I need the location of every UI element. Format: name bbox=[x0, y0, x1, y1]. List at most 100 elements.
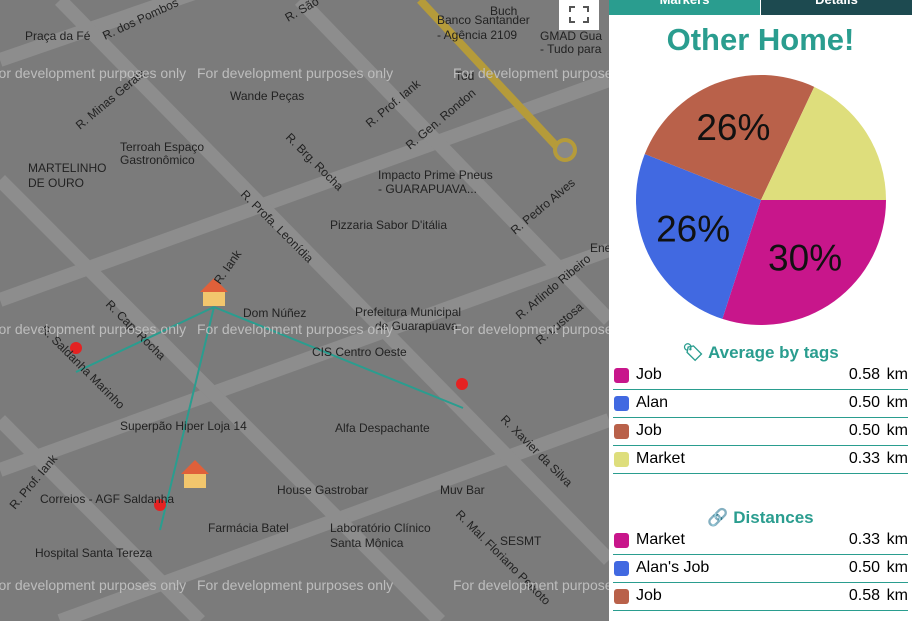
roundabout bbox=[553, 138, 577, 162]
home-icon[interactable] bbox=[181, 460, 209, 488]
marker[interactable] bbox=[456, 378, 468, 390]
section-title-text: Average by tags bbox=[707, 343, 839, 362]
list-row: Market 0.33 km bbox=[613, 527, 908, 555]
pie-slice bbox=[644, 75, 815, 200]
pie-chart: 30% 26% 26% bbox=[636, 75, 886, 325]
color-swatch bbox=[614, 424, 629, 439]
tab[interactable]: Markers bbox=[609, 0, 760, 15]
slice-label: 30% bbox=[768, 237, 842, 278]
map-label: Farmácia Batel bbox=[208, 521, 289, 535]
watermark: For development purposes only bbox=[197, 577, 393, 593]
map-label: Superpão Hiper Loja 14 bbox=[120, 419, 247, 433]
map-label: DE OURO bbox=[28, 176, 84, 190]
map-label: Laboratório Clínico bbox=[330, 521, 431, 535]
route-lines bbox=[75, 306, 464, 531]
section-title-text: Distances bbox=[733, 508, 814, 527]
fullscreen-icon bbox=[569, 6, 589, 23]
slice-label: 26% bbox=[696, 107, 770, 148]
map-label: Ene bbox=[590, 241, 609, 255]
map-label: GMAD Gua bbox=[540, 29, 602, 43]
row-value: 0.33 bbox=[848, 450, 880, 467]
map-label: Santa Mônica bbox=[330, 536, 404, 550]
map-label: - GUARAPUAVA... bbox=[378, 182, 477, 196]
pie-slice bbox=[722, 200, 886, 325]
map-label: - Tudo para bbox=[540, 42, 602, 56]
row-value: 0.33 bbox=[848, 531, 880, 548]
map-label: MARTELINHO bbox=[28, 161, 106, 175]
map-label: Pizzaria Sabor D'itália bbox=[330, 218, 447, 232]
section-title: 🏷 Average by tags bbox=[682, 343, 839, 362]
map-label: House Gastrobar bbox=[277, 483, 368, 497]
map-label: Tod bbox=[455, 69, 474, 83]
map-label: Wande Peças bbox=[230, 89, 304, 103]
map-label: Terroah Espaço bbox=[120, 140, 204, 154]
color-swatch bbox=[614, 452, 629, 467]
map-label: Muv Bar bbox=[440, 483, 485, 497]
row-name: Job bbox=[636, 366, 662, 383]
color-swatch bbox=[614, 533, 629, 548]
marker[interactable] bbox=[154, 499, 166, 511]
slice-label: 26% bbox=[656, 209, 730, 250]
color-swatch bbox=[614, 396, 629, 411]
map-label: de Guarapuava bbox=[375, 319, 458, 333]
row-unit: km bbox=[886, 531, 908, 548]
row-unit: km bbox=[886, 394, 908, 411]
map-label: Hospital Santa Tereza bbox=[35, 546, 153, 560]
row-value: 0.50 bbox=[848, 422, 880, 439]
map-label: SESMT bbox=[500, 534, 542, 548]
row-value: 0.58 bbox=[848, 587, 880, 604]
row-unit: km bbox=[886, 587, 908, 604]
map-label: Prefeitura Municipal bbox=[355, 305, 461, 319]
map: Praça da Fé R. dos Pombos R. São Banco Sant… bbox=[0, 0, 609, 621]
list-row: Market 0.33 km bbox=[613, 446, 908, 474]
row-name: Market bbox=[636, 450, 685, 467]
row-name: Market bbox=[636, 531, 685, 548]
row-value: 0.58 bbox=[848, 366, 880, 383]
row-value: 0.50 bbox=[848, 394, 880, 411]
home-icon[interactable] bbox=[200, 278, 228, 306]
pie-slice bbox=[761, 86, 886, 200]
list-row: Job 0.58 km bbox=[613, 362, 908, 390]
side-panel: Markers Details Other Home! 30% 26% 26% 🏷 … bbox=[609, 0, 912, 621]
list-row: Job 0.50 km bbox=[613, 418, 908, 446]
row-value: 0.50 bbox=[848, 559, 880, 576]
map-label: Dom Núñez bbox=[243, 306, 306, 320]
list-row: Alan's Job 0.50 km bbox=[613, 555, 908, 583]
row-unit: km bbox=[886, 450, 908, 467]
watermark: For development purposes only bbox=[0, 321, 186, 337]
list-row: Alan 0.50 km bbox=[613, 390, 908, 418]
watermark: For development purposes only bbox=[0, 65, 186, 81]
map-label: Impacto Prime Pneus bbox=[378, 168, 493, 182]
tab[interactable]: Details bbox=[761, 0, 912, 15]
color-swatch bbox=[614, 589, 629, 604]
color-swatch bbox=[614, 368, 629, 383]
list-row: Job 0.58 km bbox=[613, 583, 908, 611]
marker[interactable] bbox=[70, 342, 82, 354]
map-label: Alfa Despachante bbox=[335, 421, 430, 435]
map-label: Gastronômico bbox=[120, 153, 195, 167]
map-label: CIS Centro Oeste bbox=[312, 345, 407, 359]
fullscreen-button[interactable] bbox=[559, 0, 599, 30]
watermark: For development purposes only bbox=[453, 577, 609, 593]
map-label: Correios - AGF Saldanha bbox=[40, 492, 174, 506]
highway bbox=[417, 0, 563, 153]
pie-slice bbox=[636, 153, 761, 319]
watermark: For development purposes only bbox=[453, 321, 609, 337]
row-name: Job bbox=[636, 587, 662, 604]
watermark: For development purposes only bbox=[197, 321, 393, 337]
watermark: For development purposes only bbox=[453, 65, 609, 81]
watermark: For development purposes only bbox=[197, 65, 393, 81]
roads bbox=[0, 0, 609, 621]
watermark: For development purposes only bbox=[0, 577, 186, 593]
row-unit: km bbox=[886, 559, 908, 576]
map-label: Praça da Fé bbox=[25, 29, 91, 43]
row-name: Job bbox=[636, 422, 662, 439]
row-unit: km bbox=[886, 422, 908, 439]
section-title: 🔗 Distances bbox=[707, 508, 814, 527]
row-name: Alan's Job bbox=[636, 559, 710, 576]
panel-title: Other Home! bbox=[666, 22, 855, 57]
map-label: Buch bbox=[490, 4, 517, 18]
row-unit: km bbox=[886, 366, 908, 383]
map-label: - Agência 2109 bbox=[437, 28, 517, 42]
